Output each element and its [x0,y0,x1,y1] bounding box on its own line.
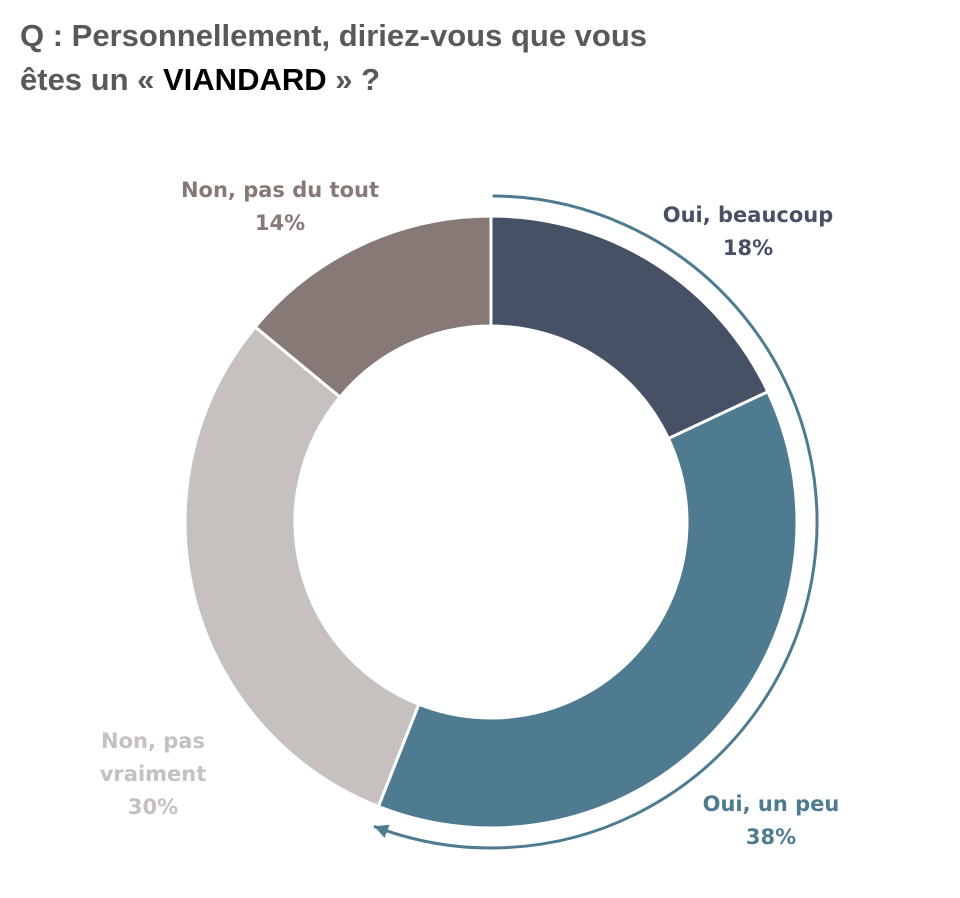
title-line-2-suffix: » ? [326,62,381,97]
slice-value-label: 14% [255,211,305,235]
chart-title: Q : Personnellement, diriez-vous que vou… [20,14,920,102]
title-line-2: êtes un « VIANDARD » ? [20,58,920,102]
bracket-arrowhead [374,824,390,838]
slice-value-label: 18% [723,236,773,260]
oui-bracket [373,194,819,850]
slice-oui-un-peu [376,389,799,830]
bracket-arc [373,194,819,850]
slice-labels: Oui, beaucoup 18% Oui, un peu 38% Non, pas vr… [100,178,840,849]
donut-slices [183,214,799,830]
slice-category-label: Non, pas [101,729,205,753]
slice-category-label: vraiment [100,762,207,786]
slice-category-label: Non, pas du tout [181,178,379,202]
slice-value-label: 38% [746,825,796,849]
slice-non-pas-vraiment [183,324,421,809]
slice-category-label: Oui, beaucoup [663,203,834,227]
slice-value-label: 30% [128,795,178,819]
title-line-1: Q : Personnellement, diriez-vous que vou… [20,18,648,53]
slice-category-label: Oui, un peu [703,792,840,816]
slice-non-pas-du-tout [253,214,493,400]
title-emphasis: VIANDARD [163,62,327,97]
title-line-2-prefix: êtes un « [20,62,163,97]
